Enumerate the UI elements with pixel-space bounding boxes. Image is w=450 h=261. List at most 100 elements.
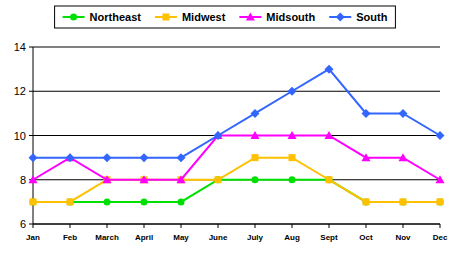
series-marker xyxy=(177,153,186,162)
y-tick xyxy=(29,135,33,136)
series-marker xyxy=(399,153,408,161)
x-tick-label: Feb xyxy=(63,233,77,242)
x-tick-label: Oct xyxy=(359,233,373,242)
x-tick-label: Aug xyxy=(284,233,300,242)
x-tick xyxy=(403,224,404,228)
grid-line xyxy=(33,47,440,48)
series-marker xyxy=(437,198,444,205)
x-tick xyxy=(292,224,293,228)
y-tick xyxy=(29,47,33,48)
series-marker xyxy=(252,176,259,183)
series-marker xyxy=(325,131,334,139)
x-tick xyxy=(144,224,145,228)
series-marker xyxy=(363,198,370,205)
series-marker xyxy=(288,131,297,139)
legend-label: Midwest xyxy=(182,11,226,23)
legend-marker xyxy=(336,13,345,22)
series-marker xyxy=(289,154,296,161)
series-marker xyxy=(141,176,148,183)
x-tick-label: Jan xyxy=(26,233,40,242)
series-marker xyxy=(103,175,112,183)
plot-marks xyxy=(29,65,445,206)
legend-item: South xyxy=(329,11,387,23)
x-tick xyxy=(107,224,108,228)
x-tick xyxy=(70,224,71,228)
x-tick xyxy=(33,224,34,228)
series-marker xyxy=(436,131,445,140)
legend-item: Midsouth xyxy=(239,11,315,23)
series-marker xyxy=(30,198,37,205)
series-marker xyxy=(289,176,296,183)
series-marker xyxy=(326,176,333,183)
series-marker xyxy=(437,198,444,205)
x-tick xyxy=(218,224,219,228)
legend-label: Midsouth xyxy=(266,11,315,23)
grid-line xyxy=(33,224,440,225)
series-marker xyxy=(67,198,74,205)
x-tick-label: March xyxy=(95,233,119,242)
legend-item: Northeast xyxy=(63,11,142,23)
series-marker xyxy=(177,175,186,183)
y-tick-label: 10 xyxy=(14,130,26,142)
series-marker xyxy=(214,131,223,140)
series-marker xyxy=(362,153,371,161)
series-marker xyxy=(29,175,38,183)
series-marker xyxy=(104,198,111,205)
legend: Northeast Midwest Midsouth South xyxy=(55,6,396,28)
series-marker xyxy=(103,153,112,162)
x-tick-label: June xyxy=(209,233,228,242)
x-tick-label: July xyxy=(247,233,264,242)
series-marker xyxy=(30,198,37,205)
series-marker xyxy=(140,153,149,162)
y-tick xyxy=(29,91,33,92)
x-tick xyxy=(181,224,182,228)
chart: 68101214JanFebMarchAprilMayJuneJulyAugSe… xyxy=(0,0,450,261)
x-tick-label: Nov xyxy=(395,233,411,242)
legend-marker xyxy=(162,14,169,21)
series-marker xyxy=(288,87,297,96)
series-marker xyxy=(325,65,334,74)
series-marker xyxy=(400,198,407,205)
series-marker xyxy=(363,198,370,205)
legend-label: South xyxy=(356,11,387,23)
legend-marker xyxy=(246,13,255,21)
series-marker xyxy=(141,198,148,205)
x-tick xyxy=(366,224,367,228)
series-marker xyxy=(215,176,222,183)
x-tick xyxy=(329,224,330,228)
series-marker xyxy=(140,175,149,183)
x-tick-label: May xyxy=(173,233,189,242)
series-marker xyxy=(252,154,259,161)
series-marker xyxy=(66,153,75,161)
series-marker xyxy=(215,176,222,183)
x-tick xyxy=(255,224,256,228)
series-line xyxy=(33,69,440,158)
y-tick-label: 6 xyxy=(20,218,26,230)
series-marker xyxy=(178,198,185,205)
x-tick-label: Sept xyxy=(320,233,338,242)
y-tick-label: 12 xyxy=(14,85,26,97)
x-axis xyxy=(33,224,440,225)
series-marker xyxy=(436,175,445,183)
x-tick xyxy=(440,224,441,228)
series-marker xyxy=(251,131,260,139)
series-marker xyxy=(362,109,371,118)
series-marker xyxy=(29,153,38,162)
series-marker xyxy=(67,198,74,205)
grid-line xyxy=(33,91,440,92)
y-tick-label: 8 xyxy=(20,174,26,186)
legend-box xyxy=(55,6,396,28)
chart-container: 68101214JanFebMarchAprilMayJuneJulyAugSe… xyxy=(0,0,450,261)
series-line xyxy=(33,180,440,202)
y-axis xyxy=(33,47,34,224)
legend-item: Midwest xyxy=(155,11,226,23)
series-marker xyxy=(326,176,333,183)
legend-marker xyxy=(70,14,77,21)
legend-label: Northeast xyxy=(90,11,142,23)
x-tick-label: Dec xyxy=(433,233,448,242)
series-marker xyxy=(399,109,408,118)
series-marker xyxy=(66,153,75,162)
series-marker xyxy=(400,198,407,205)
series-marker xyxy=(251,109,260,118)
x-tick-label: April xyxy=(135,233,153,242)
